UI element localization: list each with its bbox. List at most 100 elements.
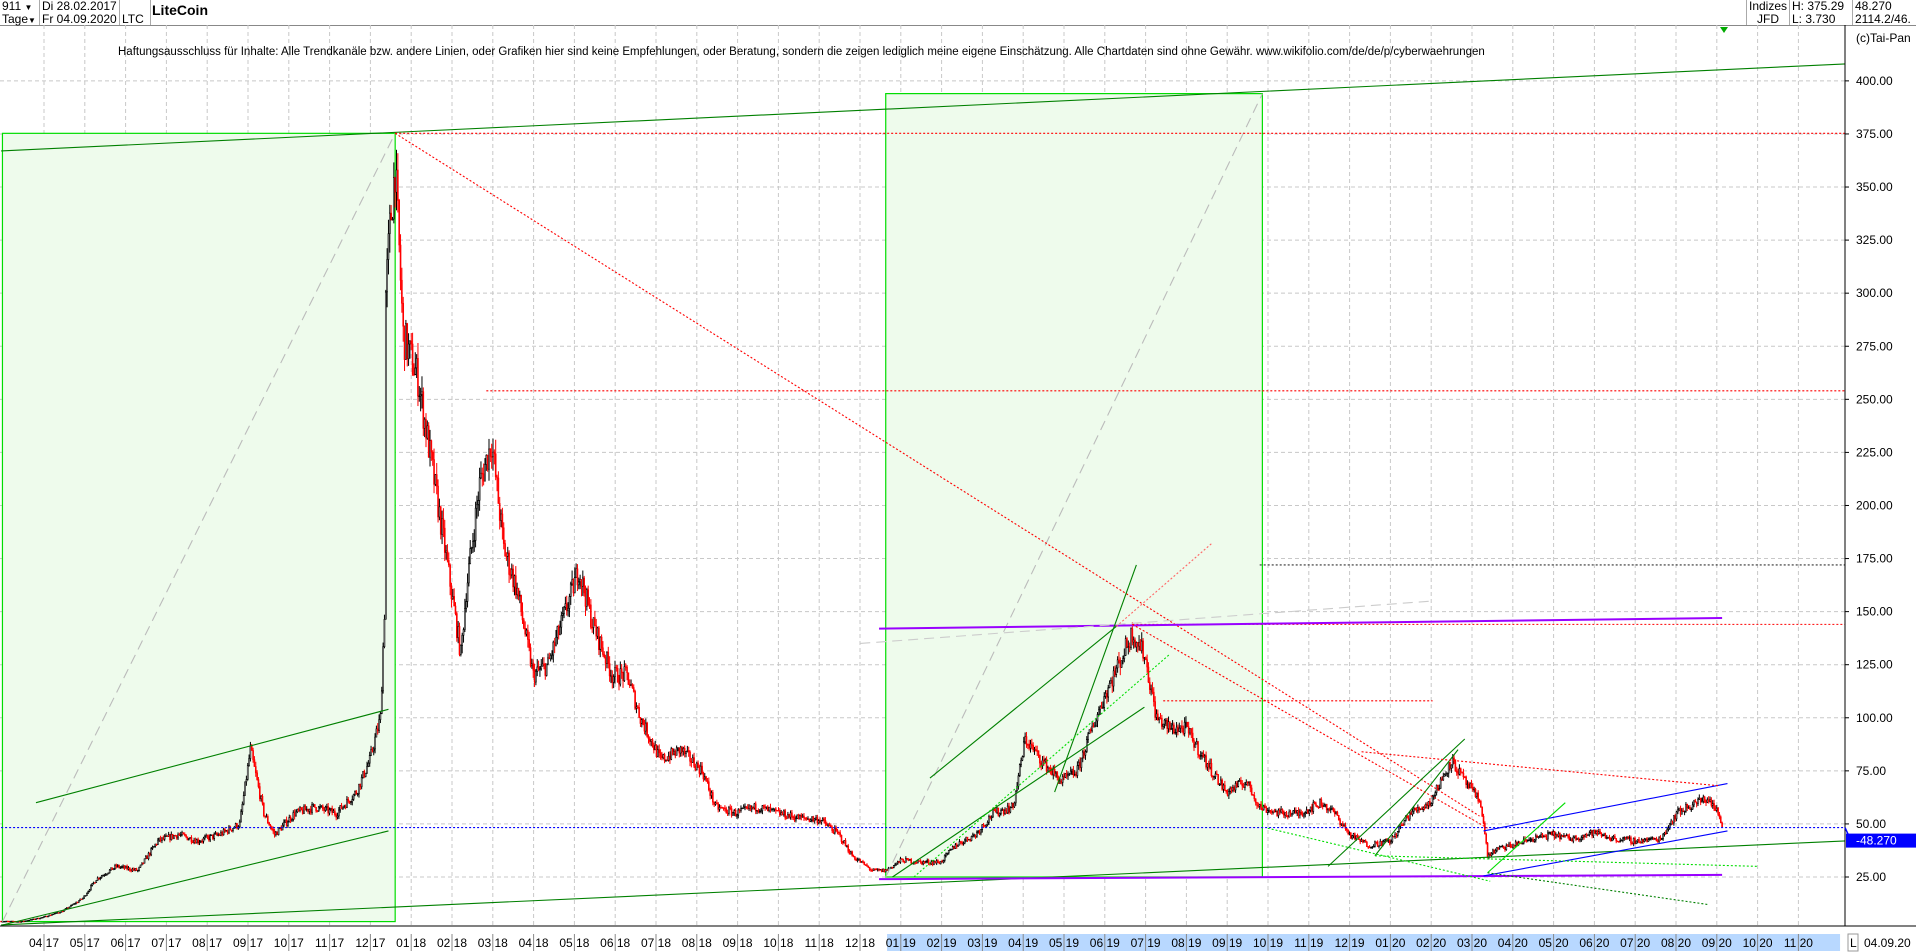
candle-body [1012, 802, 1014, 808]
candle-body [1067, 773, 1069, 777]
candle [1595, 829, 1597, 836]
candle [402, 296, 405, 342]
candle-body [785, 817, 788, 820]
candle-body [1203, 755, 1206, 758]
candle-body [200, 840, 202, 843]
candle [68, 906, 71, 909]
candle [568, 593, 571, 618]
candle-body [241, 803, 244, 812]
candle [126, 864, 128, 871]
candle-body [187, 838, 190, 841]
candle [269, 823, 272, 830]
candle-body [1324, 803, 1327, 806]
candle [662, 753, 665, 760]
candle [620, 664, 623, 679]
candle-body [169, 834, 171, 841]
candle-body [447, 560, 450, 566]
candle-body [496, 476, 498, 479]
candle [969, 838, 971, 842]
candle [371, 747, 374, 753]
candle-body [92, 882, 95, 884]
candle-body [1059, 780, 1061, 784]
candle-body [1248, 781, 1250, 783]
candle-body [170, 833, 173, 841]
candle [720, 805, 722, 809]
candle [864, 864, 867, 866]
candle-body [1693, 800, 1695, 806]
candle-body [1103, 696, 1106, 708]
candle-body [1457, 772, 1459, 775]
candle-body [1399, 824, 1402, 827]
candle [1362, 839, 1364, 844]
candle-body [586, 589, 588, 607]
candle-body [1683, 810, 1686, 813]
candle-body [497, 477, 500, 504]
candle [559, 620, 561, 636]
candle-body [1703, 796, 1706, 803]
candle [961, 840, 963, 846]
trend-line [394, 132, 1480, 817]
candle-body [316, 810, 319, 812]
candle-body [1492, 849, 1494, 854]
candle-body [91, 883, 94, 886]
candle [935, 858, 938, 866]
candle [1339, 817, 1341, 828]
l-button[interactable] [1847, 933, 1859, 952]
candle-body [1171, 724, 1174, 729]
candle-body [102, 874, 104, 877]
candle [919, 859, 922, 864]
y-tick-label: 250.00 [1856, 392, 1893, 406]
candle [1096, 712, 1099, 728]
candle-body [1068, 773, 1071, 776]
candle [1388, 839, 1391, 846]
candle-body [624, 666, 627, 668]
candle-body [1009, 807, 1012, 813]
candle [1143, 656, 1146, 665]
candle [128, 867, 131, 872]
candle-body [631, 684, 634, 688]
candle-body [1509, 843, 1512, 847]
candle-body [1024, 736, 1026, 743]
candle-body [634, 691, 636, 709]
candle [1100, 701, 1103, 709]
candle [130, 868, 132, 873]
candle [964, 838, 966, 845]
candle-body [1611, 837, 1613, 842]
candle [1111, 676, 1114, 693]
x-tick-label: 05 18 [559, 936, 589, 950]
candle [1080, 757, 1083, 772]
bar-count-select[interactable]: 911 ▼ [0, 0, 40, 13]
candle [82, 897, 84, 900]
candle [336, 812, 339, 820]
candle-body [465, 600, 468, 609]
candle [1650, 836, 1652, 841]
candle-body [457, 626, 459, 639]
candle-body [1602, 834, 1604, 837]
candle [1343, 823, 1345, 827]
date-from[interactable]: Di 28.02.2017 [40, 0, 120, 13]
period-select[interactable]: Tage▼ [0, 12, 40, 25]
candle-body [33, 918, 36, 920]
candle-body [851, 851, 854, 857]
candle-body [83, 895, 86, 899]
candle-body [48, 914, 51, 917]
candle-body [1698, 797, 1701, 800]
candle-body [961, 842, 963, 845]
candle-body [212, 834, 214, 839]
candle-body [1257, 805, 1260, 807]
candle [477, 491, 480, 517]
candle [276, 831, 279, 836]
trend-line [1483, 783, 1728, 832]
date-to[interactable]: Fr 04.09.2020 [40, 12, 120, 25]
candle-body [801, 815, 804, 818]
candle [1173, 722, 1175, 735]
candle-body [1193, 740, 1195, 748]
candle [1670, 818, 1672, 826]
candle-body [1521, 842, 1524, 845]
candle-body [213, 833, 216, 839]
candle [1364, 839, 1367, 843]
candle [454, 602, 457, 616]
candle-body [1126, 638, 1128, 648]
candle-body [730, 808, 733, 816]
